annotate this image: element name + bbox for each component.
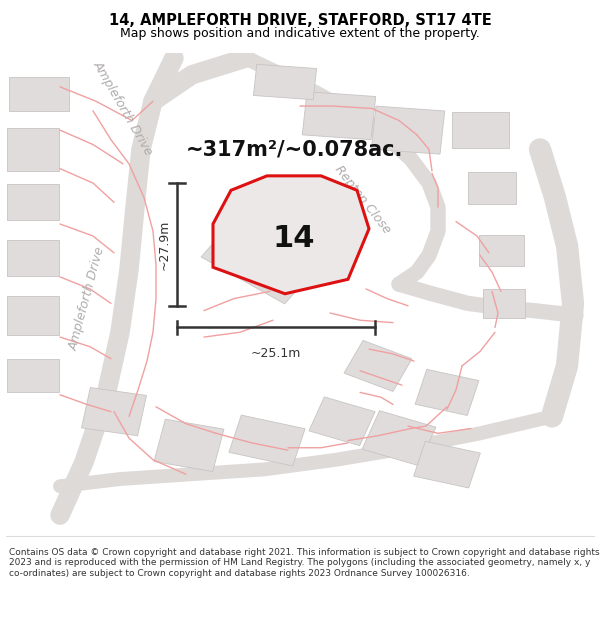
Polygon shape <box>213 176 369 294</box>
Text: ~25.1m: ~25.1m <box>251 348 301 361</box>
Polygon shape <box>9 77 69 111</box>
Text: 14, AMPLEFORTH DRIVE, STAFFORD, ST17 4TE: 14, AMPLEFORTH DRIVE, STAFFORD, ST17 4TE <box>109 13 491 28</box>
Text: Map shows position and indicative extent of the property.: Map shows position and indicative extent… <box>120 27 480 40</box>
Polygon shape <box>201 202 333 304</box>
Polygon shape <box>7 184 59 221</box>
Text: Ampleforth Drive: Ampleforth Drive <box>67 245 107 352</box>
Text: 14: 14 <box>273 224 315 253</box>
Polygon shape <box>7 239 59 276</box>
Text: Contains OS data © Crown copyright and database right 2021. This information is : Contains OS data © Crown copyright and d… <box>9 548 599 578</box>
Text: Ampleforth Drive: Ampleforth Drive <box>91 59 155 158</box>
Polygon shape <box>468 173 516 204</box>
Polygon shape <box>154 419 224 471</box>
Polygon shape <box>253 64 317 99</box>
Polygon shape <box>479 235 523 266</box>
Polygon shape <box>344 341 412 391</box>
Polygon shape <box>7 127 59 171</box>
Polygon shape <box>452 112 509 148</box>
Polygon shape <box>302 92 376 139</box>
Text: ~27.9m: ~27.9m <box>157 219 170 269</box>
Polygon shape <box>371 106 445 154</box>
Polygon shape <box>7 296 59 334</box>
Polygon shape <box>82 388 146 436</box>
Polygon shape <box>7 359 59 392</box>
Polygon shape <box>309 397 375 446</box>
Polygon shape <box>483 289 525 318</box>
Polygon shape <box>413 441 481 488</box>
Text: Repton Close: Repton Close <box>332 163 394 236</box>
Text: ~317m²/~0.078ac.: ~317m²/~0.078ac. <box>186 139 403 159</box>
Polygon shape <box>229 415 305 466</box>
Polygon shape <box>362 411 436 466</box>
Polygon shape <box>415 369 479 416</box>
